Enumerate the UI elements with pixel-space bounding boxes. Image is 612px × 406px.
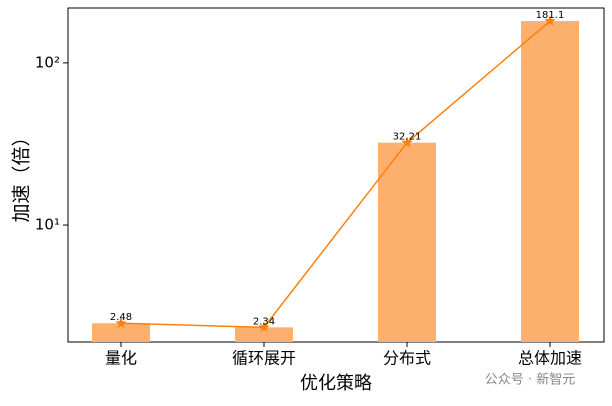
y-axis-label: 加速（倍） xyxy=(11,127,33,222)
line-marker xyxy=(401,136,413,148)
y-tick-label: 10² xyxy=(35,53,60,71)
bar xyxy=(521,21,579,342)
line-marker xyxy=(544,15,556,26)
value-label: 2.34 xyxy=(253,316,275,327)
value-label: 181.1 xyxy=(536,10,565,21)
bar xyxy=(235,327,293,342)
bar xyxy=(378,142,436,342)
x-tick-label: 循环展开 xyxy=(232,349,296,368)
watermark: 公众号 · 新智元 xyxy=(485,372,575,388)
value-label: 32.21 xyxy=(393,132,422,143)
value-label: 2.48 xyxy=(110,312,132,323)
plot-frame xyxy=(67,7,605,343)
bar xyxy=(92,323,150,342)
x-tick-label: 分布式 xyxy=(383,349,431,368)
y-tick-label: 10¹ xyxy=(35,216,60,234)
x-tick-label: 量化 xyxy=(105,349,137,368)
line-marker xyxy=(115,317,127,329)
x-axis-label: 优化策略 xyxy=(300,373,372,394)
line-marker xyxy=(258,321,270,333)
line xyxy=(120,20,551,329)
x-tick-label: 总体加速 xyxy=(518,349,582,368)
